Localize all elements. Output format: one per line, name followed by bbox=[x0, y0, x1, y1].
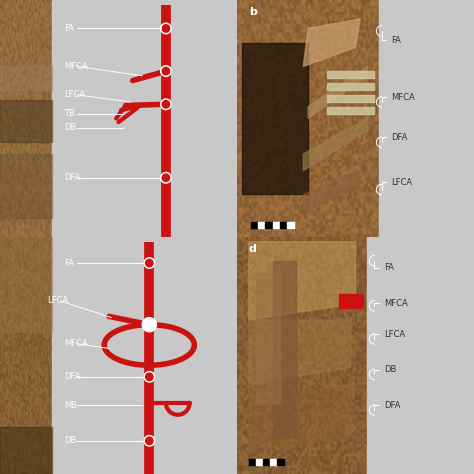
Text: FA: FA bbox=[384, 264, 394, 272]
Polygon shape bbox=[0, 66, 52, 90]
Text: MFCA: MFCA bbox=[64, 62, 88, 71]
Polygon shape bbox=[327, 83, 374, 90]
Text: FA: FA bbox=[64, 24, 74, 33]
Text: DFA: DFA bbox=[384, 401, 401, 410]
Polygon shape bbox=[0, 100, 52, 142]
Polygon shape bbox=[273, 261, 296, 438]
Polygon shape bbox=[256, 273, 280, 403]
Polygon shape bbox=[303, 171, 360, 213]
Polygon shape bbox=[303, 118, 367, 171]
Text: MFCA: MFCA bbox=[64, 339, 88, 348]
Text: DB: DB bbox=[64, 124, 76, 132]
Polygon shape bbox=[379, 0, 474, 237]
Polygon shape bbox=[249, 320, 351, 384]
Text: LFCA: LFCA bbox=[47, 297, 69, 305]
Polygon shape bbox=[52, 0, 237, 237]
Polygon shape bbox=[249, 242, 356, 320]
Text: DFA: DFA bbox=[64, 373, 81, 381]
Polygon shape bbox=[249, 389, 351, 450]
Text: DB: DB bbox=[64, 437, 76, 445]
Polygon shape bbox=[0, 237, 52, 332]
Text: LFCA: LFCA bbox=[384, 330, 405, 338]
Polygon shape bbox=[0, 427, 52, 474]
Text: DFA: DFA bbox=[391, 133, 408, 142]
Text: FA: FA bbox=[391, 36, 401, 45]
Text: DB: DB bbox=[384, 365, 396, 374]
Text: d: d bbox=[249, 244, 257, 254]
Polygon shape bbox=[339, 294, 363, 308]
Text: MFCA: MFCA bbox=[391, 93, 415, 101]
Text: LFCA: LFCA bbox=[391, 178, 412, 187]
Circle shape bbox=[142, 318, 156, 332]
Text: b: b bbox=[249, 7, 257, 17]
Text: DFA: DFA bbox=[64, 173, 81, 182]
Polygon shape bbox=[242, 43, 308, 194]
Text: MFCA: MFCA bbox=[384, 299, 408, 308]
Text: TB: TB bbox=[64, 109, 75, 118]
Polygon shape bbox=[303, 19, 360, 66]
Polygon shape bbox=[327, 71, 374, 78]
Polygon shape bbox=[327, 107, 374, 114]
Polygon shape bbox=[327, 95, 374, 102]
Polygon shape bbox=[308, 66, 367, 118]
Polygon shape bbox=[52, 237, 237, 474]
Polygon shape bbox=[367, 237, 474, 474]
Text: FA: FA bbox=[64, 259, 74, 267]
Polygon shape bbox=[0, 154, 52, 218]
Text: LFCA: LFCA bbox=[64, 91, 85, 99]
Text: MB: MB bbox=[64, 401, 77, 410]
